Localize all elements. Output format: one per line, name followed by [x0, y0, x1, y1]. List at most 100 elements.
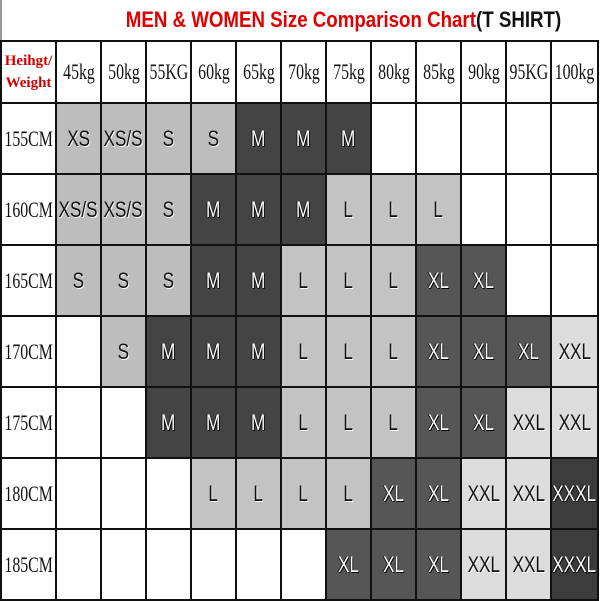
- size-label: XS/S: [58, 196, 99, 222]
- size-cell: M: [192, 388, 237, 459]
- size-label: L: [343, 196, 354, 222]
- size-cell: [57, 530, 102, 601]
- size-cell: L: [327, 246, 372, 317]
- title-suffix: (T SHIRT): [475, 7, 562, 32]
- size-label: L: [388, 409, 399, 435]
- size-cell: L: [237, 459, 282, 530]
- weight-label: 80kg: [377, 59, 410, 84]
- size-cell: [57, 317, 102, 388]
- size-cell: S: [147, 175, 192, 246]
- size-cell: M: [147, 317, 192, 388]
- size-label: XL: [382, 551, 404, 577]
- size-cell: [507, 246, 552, 317]
- weight-label: 100kg: [554, 59, 595, 84]
- weight-header: 55KG: [147, 42, 192, 104]
- size-cell: L: [327, 388, 372, 459]
- size-label: XL: [427, 480, 449, 506]
- weight-header: 100kg: [552, 42, 599, 104]
- size-label: L: [208, 480, 219, 506]
- size-cell: L: [327, 459, 372, 530]
- size-label: XL: [517, 338, 539, 364]
- size-cell: S: [147, 246, 192, 317]
- size-label: XL: [472, 267, 494, 293]
- size-label: XL: [427, 409, 449, 435]
- size-cell: [102, 459, 147, 530]
- size-cell: [102, 388, 147, 459]
- size-cell: M: [282, 104, 327, 175]
- size-label: XL: [337, 551, 359, 577]
- weight-label: 70kg: [287, 59, 320, 84]
- size-label: M: [296, 125, 311, 151]
- size-label: L: [298, 338, 309, 364]
- weight-label: 45kg: [62, 59, 95, 84]
- size-cell: [462, 175, 507, 246]
- size-label: M: [161, 409, 176, 435]
- weight-header: 80kg: [372, 42, 417, 104]
- size-cell: [552, 246, 599, 317]
- size-label: L: [253, 480, 264, 506]
- weight-header: 50kg: [102, 42, 147, 104]
- weight-label: 85kg: [422, 59, 455, 84]
- size-cell: M: [192, 175, 237, 246]
- size-label: L: [298, 267, 309, 293]
- size-cell: [237, 530, 282, 601]
- size-label: M: [251, 196, 266, 222]
- height-label: 160CM: [4, 196, 53, 222]
- size-cell: M: [282, 175, 327, 246]
- size-cell: XL: [417, 388, 462, 459]
- size-label: M: [206, 267, 221, 293]
- size-label: M: [251, 125, 266, 151]
- size-cell: L: [282, 388, 327, 459]
- size-cell: [147, 530, 192, 601]
- size-label: XXL: [467, 480, 500, 506]
- height-header: 185CM: [2, 530, 57, 601]
- size-cell: [507, 104, 552, 175]
- size-label: XL: [472, 338, 494, 364]
- size-label: S: [162, 196, 175, 222]
- height-label: 180CM: [4, 480, 53, 506]
- size-label: M: [161, 338, 176, 364]
- size-label: XXL: [512, 480, 545, 506]
- size-label: M: [341, 125, 356, 151]
- height-label: 175CM: [4, 409, 53, 435]
- size-cell: L: [372, 246, 417, 317]
- size-label: L: [388, 338, 399, 364]
- frame-line: [0, 0, 2, 40]
- size-cell: [282, 530, 327, 601]
- size-label: XXL: [512, 551, 545, 577]
- size-cell: L: [282, 246, 327, 317]
- size-cell: XS: [57, 104, 102, 175]
- size-label: M: [206, 196, 221, 222]
- size-label: S: [162, 267, 175, 293]
- size-label: S: [162, 125, 175, 151]
- size-cell: XL: [327, 530, 372, 601]
- height-header: 155CM: [2, 104, 57, 175]
- size-cell: XXL: [552, 317, 599, 388]
- size-label: S: [117, 338, 130, 364]
- size-cell: XXL: [507, 530, 552, 601]
- weight-label: 75kg: [332, 59, 365, 84]
- size-cell: XXXL: [552, 530, 599, 601]
- size-cell: M: [147, 388, 192, 459]
- size-label: M: [296, 196, 311, 222]
- size-cell: L: [372, 317, 417, 388]
- size-label: XL: [427, 551, 449, 577]
- size-cell: XL: [462, 246, 507, 317]
- size-label: XL: [382, 480, 404, 506]
- height-label: 170CM: [4, 338, 53, 364]
- corner-line2: Weight: [5, 75, 52, 91]
- size-cell: [147, 459, 192, 530]
- weight-header: 65kg: [237, 42, 282, 104]
- size-cell: S: [147, 104, 192, 175]
- title-main: MEN & WOMEN Size Comparison Chart: [125, 7, 476, 32]
- chart-title: MEN & WOMEN Size Comparison Chart (T SHIR…: [0, 0, 600, 40]
- weight-label: 90kg: [467, 59, 500, 84]
- size-cell: L: [192, 459, 237, 530]
- size-cell: S: [102, 317, 147, 388]
- size-cell: [102, 530, 147, 601]
- height-header: 160CM: [2, 175, 57, 246]
- weight-label: 95KG: [509, 59, 548, 84]
- corner-header: Heihgt/ Weight: [2, 42, 57, 104]
- size-cell: XL: [417, 317, 462, 388]
- size-cell: XXL: [462, 459, 507, 530]
